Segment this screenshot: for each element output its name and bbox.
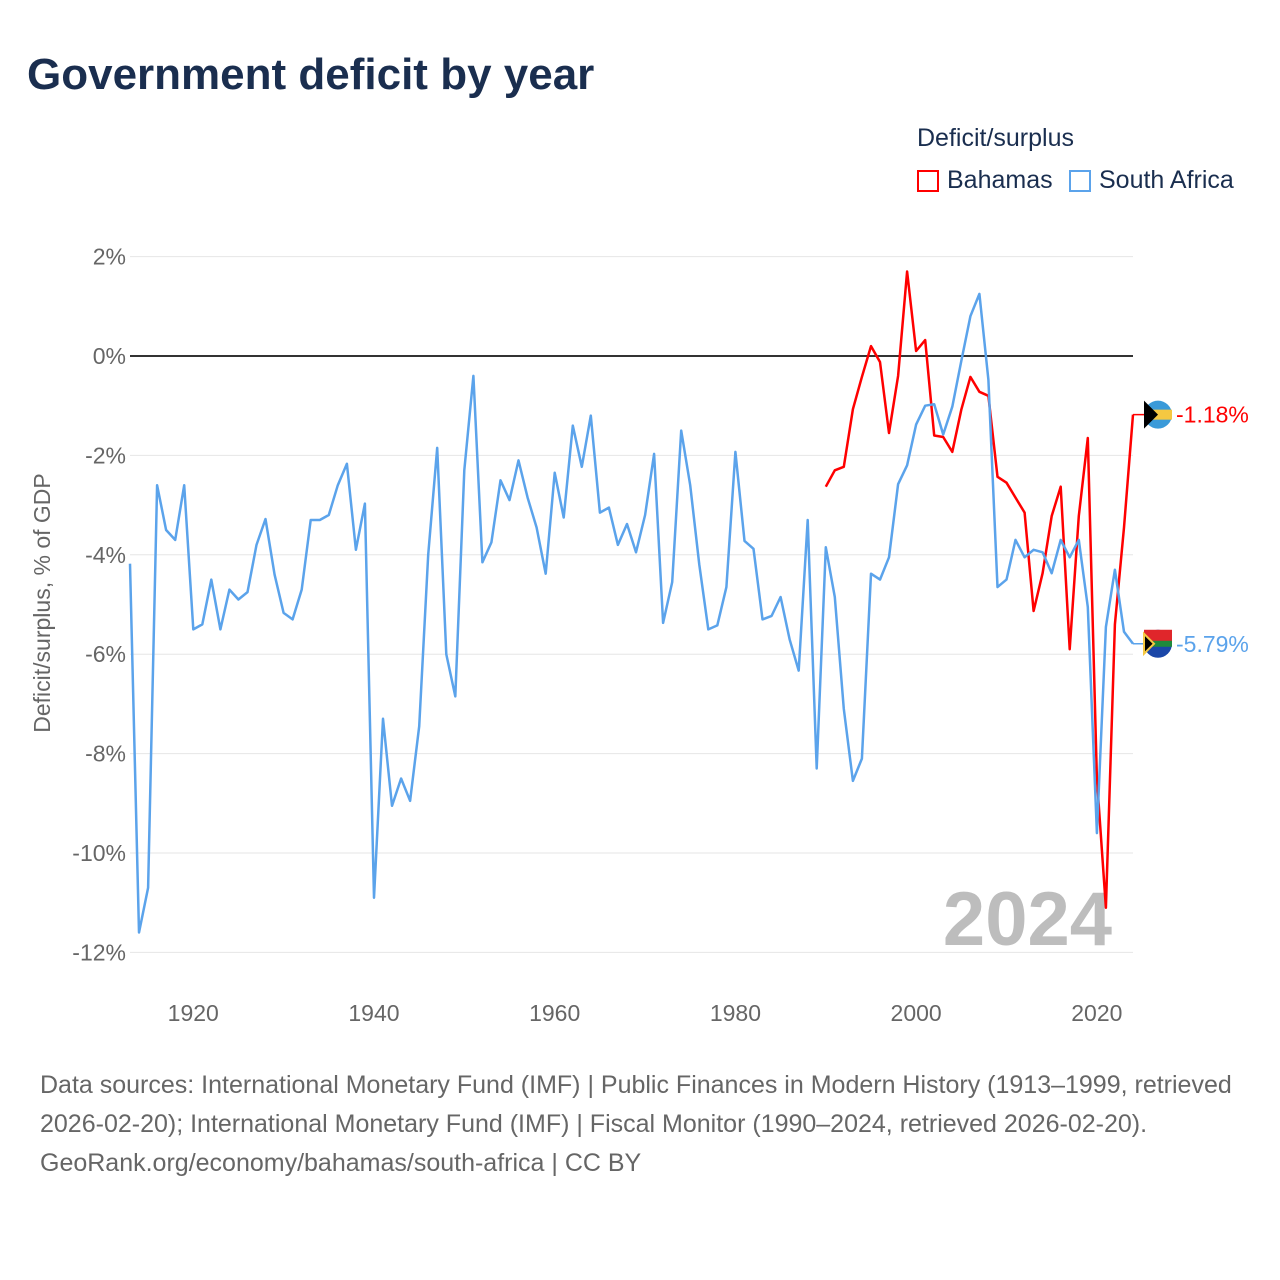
end-value-label-bahamas: -1.18% <box>1176 402 1249 428</box>
x-tick-label: 1980 <box>710 1000 761 1026</box>
series-line-south-africa <box>128 292 1134 934</box>
y-tick-label: -6% <box>85 641 126 667</box>
legend-item-south-africa[interactable]: South Africa <box>1069 166 1234 195</box>
y-tick-label: 0% <box>93 343 126 369</box>
legend-label-bahamas: Bahamas <box>947 166 1053 194</box>
x-tick-label: 2000 <box>891 1000 942 1026</box>
legend-label-south-africa: South Africa <box>1099 166 1234 194</box>
series-line-bahamas <box>824 270 1135 909</box>
y-tick-label: 2% <box>93 244 126 270</box>
x-tick-label: 1960 <box>529 1000 580 1026</box>
flag-icon-bahamas <box>1144 400 1172 429</box>
y-tick-label: -2% <box>85 442 126 468</box>
legend-swatch-bahamas <box>917 169 939 192</box>
y-tick-label: -4% <box>85 542 126 568</box>
legend-item-bahamas[interactable]: Bahamas <box>917 166 1053 195</box>
x-tick-label: 1940 <box>348 1000 399 1026</box>
x-tick-label: 1920 <box>168 1000 219 1026</box>
flag-icon-south-africa <box>1143 629 1172 658</box>
y-tick-label: -8% <box>85 741 126 767</box>
data-sources: Data sources: International Monetary Fun… <box>40 1071 1232 1138</box>
legend-title: Deficit/surplus <box>917 124 1074 152</box>
legend-swatch-south-africa <box>1069 169 1091 192</box>
year-watermark: 2024 <box>943 877 1112 962</box>
end-value-label-south-africa: -5.79% <box>1176 631 1249 657</box>
credit-link[interactable]: GeoRank.org/economy/bahamas/south-africa… <box>40 1149 642 1177</box>
y-axis-label: Deficit/surplus, % of GDP <box>29 473 55 732</box>
y-tick-label: -12% <box>72 939 126 965</box>
y-tick-label: -10% <box>72 840 126 866</box>
x-tick-label: 2020 <box>1071 1000 1122 1026</box>
footer: Data sources: International Monetary Fun… <box>40 1066 1240 1183</box>
chart-title: Government deficit by year <box>27 50 595 99</box>
